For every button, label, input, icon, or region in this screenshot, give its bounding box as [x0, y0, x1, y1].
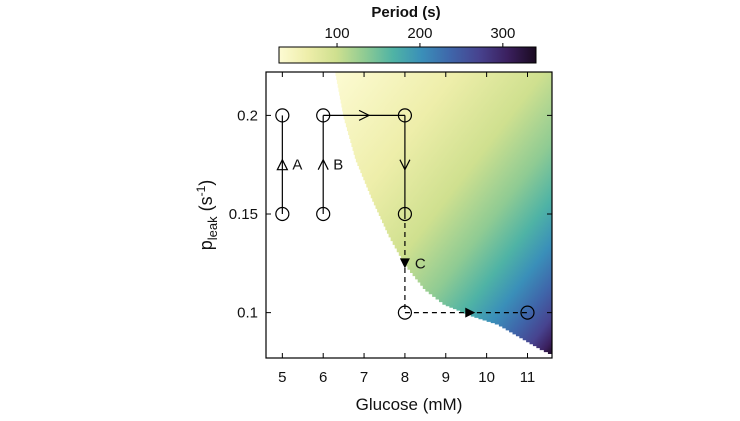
path-labels: A B C	[292, 157, 426, 273]
colorbar-tick-label: 100	[325, 25, 350, 42]
y-tick-label: 0.2	[237, 107, 258, 124]
arrow-down-filled	[399, 258, 410, 269]
state-points	[275, 108, 535, 320]
state-point	[397, 305, 413, 320]
y-axis-label: pleak (s-1)	[194, 180, 220, 251]
state-point	[316, 206, 331, 222]
x-tick-label: 7	[360, 369, 368, 386]
x-axis-label: Glucose (mM)	[356, 395, 463, 414]
path-label: C	[415, 255, 426, 272]
arrow-right	[358, 109, 371, 121]
plot-frame	[265, 71, 553, 359]
y-tick-label: 0.1	[237, 305, 258, 322]
state-point	[397, 108, 413, 123]
x-tick-label: 9	[442, 369, 450, 386]
arrow-up-open	[276, 158, 289, 171]
state-point	[397, 206, 413, 222]
state-point	[316, 108, 331, 123]
colorbar-ticks: 100 200 300	[325, 25, 515, 47]
colorbar-tick-label: 200	[407, 25, 432, 42]
colorbar-tick-label: 300	[490, 25, 515, 42]
colorbar-title: Period (s)	[371, 4, 440, 21]
x-tick-label: 11	[520, 369, 536, 386]
arrow-up	[317, 158, 329, 170]
x-tick-label: 8	[401, 369, 409, 386]
period-region	[335, 72, 552, 355]
x-tick-label: 10	[478, 369, 495, 386]
trajectory-arrows	[276, 109, 476, 318]
state-point	[275, 108, 290, 123]
colorbar	[278, 46, 537, 64]
state-point	[275, 206, 290, 222]
x-tick-label: 6	[319, 369, 327, 386]
arrow-right-filled	[465, 307, 476, 318]
x-tick-label: 5	[278, 369, 286, 386]
state-point	[520, 305, 535, 320]
y-tick-label: 0.15	[229, 206, 258, 223]
arrow-down	[399, 159, 411, 172]
y-axis: 0.1 0.15 0.2	[229, 107, 552, 322]
x-axis: 5 6 7 8 9 10 11	[278, 72, 535, 386]
path-label: A	[292, 157, 302, 174]
plot-area: A B C	[265, 71, 553, 359]
path-label: B	[333, 157, 343, 174]
